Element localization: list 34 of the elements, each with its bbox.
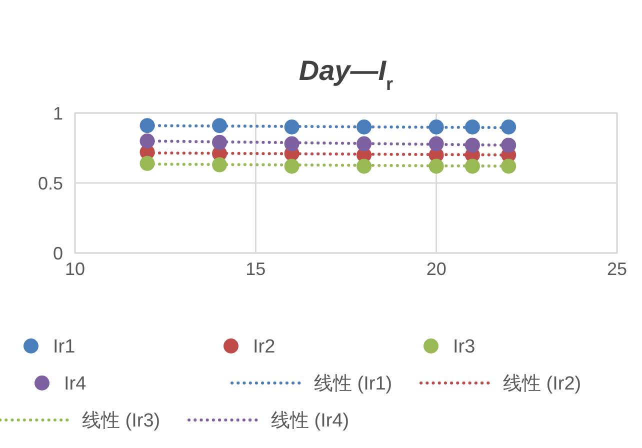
point bbox=[356, 120, 372, 134]
legend-label: 线性 (Ir1) bbox=[314, 374, 392, 395]
point bbox=[140, 134, 155, 148]
point bbox=[140, 118, 155, 134]
x-tick-label: 15 bbox=[246, 259, 266, 279]
x-tick-label: 25 bbox=[606, 259, 628, 279]
y-tick-label: 1 bbox=[52, 103, 63, 124]
point bbox=[284, 158, 300, 174]
point bbox=[428, 158, 444, 174]
legend-label: 线性 (Ir2) bbox=[503, 374, 582, 395]
legend-label: Ir3 bbox=[453, 336, 476, 358]
x-tick-label: 10 bbox=[64, 259, 86, 279]
y-tick-label: 0.5 bbox=[38, 173, 63, 194]
legend-label: 线性 (Ir4) bbox=[271, 410, 350, 432]
x-tick-label: 20 bbox=[426, 259, 446, 279]
point bbox=[501, 138, 516, 153]
point bbox=[428, 120, 444, 134]
legend-label: Ir4 bbox=[64, 374, 87, 395]
point bbox=[284, 136, 300, 152]
point bbox=[140, 156, 155, 171]
legend-label: 线性 (Ir3) bbox=[82, 410, 160, 432]
legend-label: Ir2 bbox=[253, 336, 276, 358]
point bbox=[284, 120, 300, 134]
point bbox=[464, 158, 480, 174]
legend-label: Ir1 bbox=[53, 336, 76, 358]
point bbox=[428, 136, 444, 152]
chart-title: Day—I$_{r}$ bbox=[298, 55, 394, 94]
point bbox=[356, 158, 372, 174]
y-tick-label: 0 bbox=[52, 243, 63, 264]
point bbox=[501, 120, 516, 134]
point bbox=[501, 158, 516, 174]
point bbox=[464, 138, 480, 153]
point bbox=[356, 136, 372, 152]
point bbox=[464, 120, 480, 134]
